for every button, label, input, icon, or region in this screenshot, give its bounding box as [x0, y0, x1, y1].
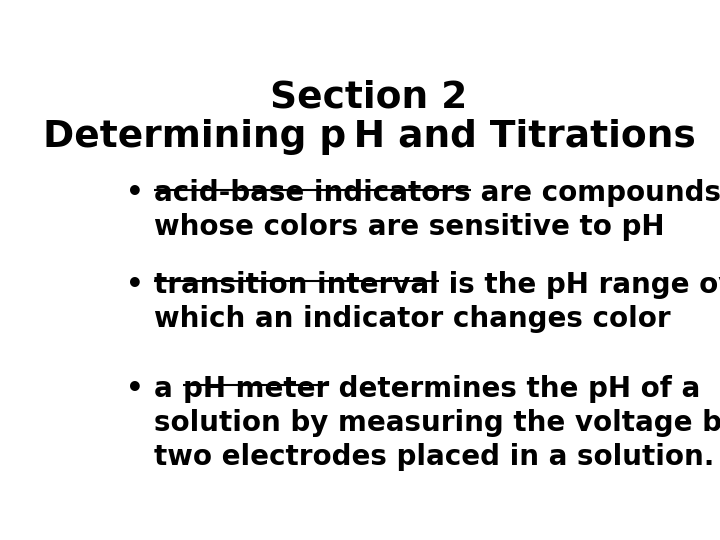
Text: is the pH range over: is the pH range over	[439, 271, 720, 299]
Text: pH meter: pH meter	[183, 375, 329, 403]
Text: a: a	[154, 375, 183, 403]
Text: •: •	[126, 271, 144, 299]
Text: are compounds: are compounds	[471, 179, 720, 207]
Text: •: •	[126, 179, 144, 207]
Text: determines the pH of a: determines the pH of a	[329, 375, 700, 403]
Text: solution by measuring the voltage between: solution by measuring the voltage betwee…	[154, 409, 720, 437]
Text: which an indicator changes color: which an indicator changes color	[154, 305, 671, 333]
Text: Section 2: Section 2	[271, 79, 467, 116]
Text: transition interval: transition interval	[154, 271, 439, 299]
Text: Determining p H and Titrations: Determining p H and Titrations	[42, 119, 696, 155]
Text: acid-base indicators: acid-base indicators	[154, 179, 471, 207]
Text: •: •	[126, 375, 144, 403]
Text: two electrodes placed in a solution.: two electrodes placed in a solution.	[154, 443, 714, 471]
Text: whose colors are sensitive to pH: whose colors are sensitive to pH	[154, 213, 665, 241]
